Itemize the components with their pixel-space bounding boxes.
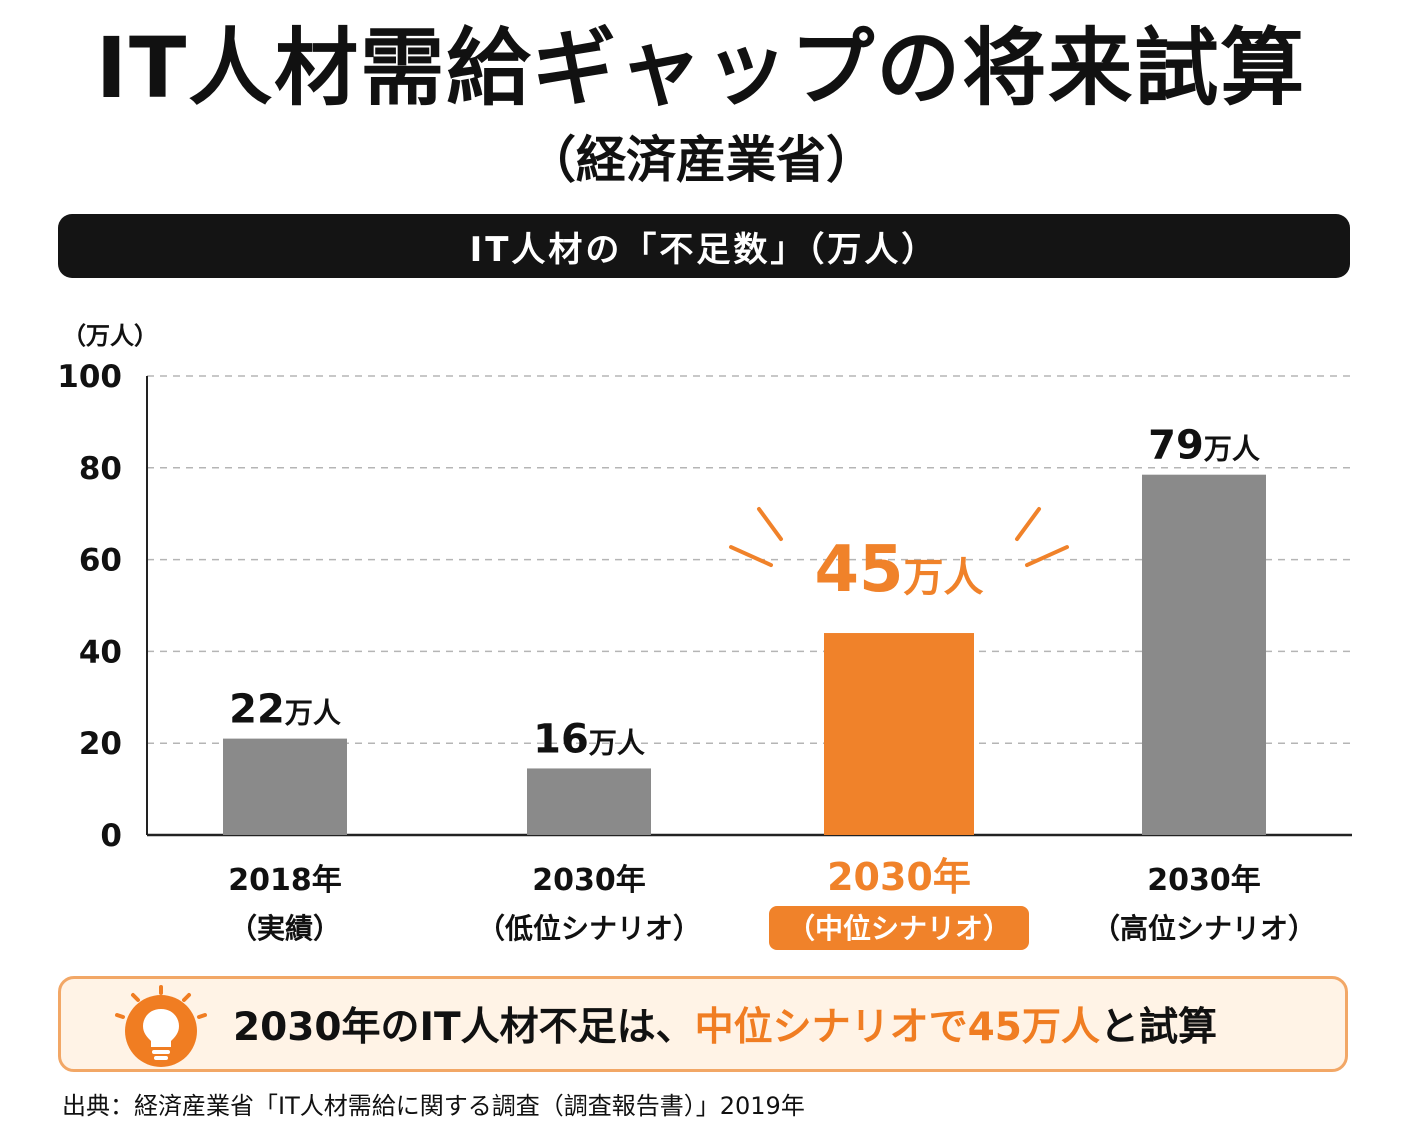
x-category-note: （低位シナリオ）	[477, 912, 701, 945]
highlight-pill	[769, 906, 1029, 950]
y-tick-label: 40	[79, 634, 122, 670]
y-tick-label: 100	[57, 359, 122, 395]
burst-line	[729, 545, 773, 568]
burst-line	[1015, 507, 1041, 542]
data-label: 16万人	[533, 716, 645, 762]
summary-box: 2030年のIT人材不足は、 中位シナリオで45万人 と試算	[58, 976, 1348, 1072]
data-label: 79万人	[1148, 423, 1260, 469]
data-label: 22万人	[229, 687, 341, 733]
bar	[824, 633, 974, 835]
bar	[223, 738, 347, 835]
summary-prefix: 2030年のIT人材不足は、	[233, 1005, 695, 1050]
x-category-note: （中位シナリオ）	[787, 912, 1011, 945]
data-label: 45万人	[814, 533, 983, 607]
burst-line	[757, 507, 783, 542]
chart-subtitle: （経済産業省）	[526, 131, 876, 189]
x-category-note: （実績）	[229, 912, 341, 945]
summary-text: 2030年のIT人材不足は、 中位シナリオで45万人 と試算	[233, 979, 1217, 1069]
source-note: 出典：経済産業省「IT人材需給に関する調査（調査報告書）」2019年	[62, 1092, 805, 1120]
x-category-label: 2030年	[532, 863, 646, 898]
y-axis-unit-label: （万人）	[62, 322, 158, 350]
x-category-label: 2030年	[1147, 863, 1261, 898]
y-tick-label: 0	[100, 818, 122, 854]
summary-suffix: と試算	[1099, 1005, 1217, 1050]
summary-highlight: 中位シナリオで45万人	[694, 1005, 1100, 1050]
chart-title: IT人材需給ギャップの将来試算	[95, 19, 1307, 117]
bar	[1142, 474, 1266, 835]
x-category-note: （高位シナリオ）	[1092, 912, 1316, 945]
x-category-label: 2018年	[228, 863, 342, 898]
burst-line	[1025, 545, 1069, 568]
y-tick-label: 20	[79, 726, 122, 762]
bar	[527, 768, 651, 835]
y-tick-label: 60	[79, 543, 122, 579]
bar-chart: （万人） 0 20 40 60 80 100 22万人 2018年 （実績） 16万人 2030年 （低…	[57, 322, 1352, 950]
banner-label: IT人材の「不足数」（万人）	[469, 229, 939, 270]
chart-banner: IT人材の「不足数」（万人）	[58, 214, 1350, 278]
light-bulb-icon	[115, 985, 207, 1067]
y-tick-label: 80	[79, 451, 122, 487]
x-category-label: 2030年	[827, 855, 971, 899]
